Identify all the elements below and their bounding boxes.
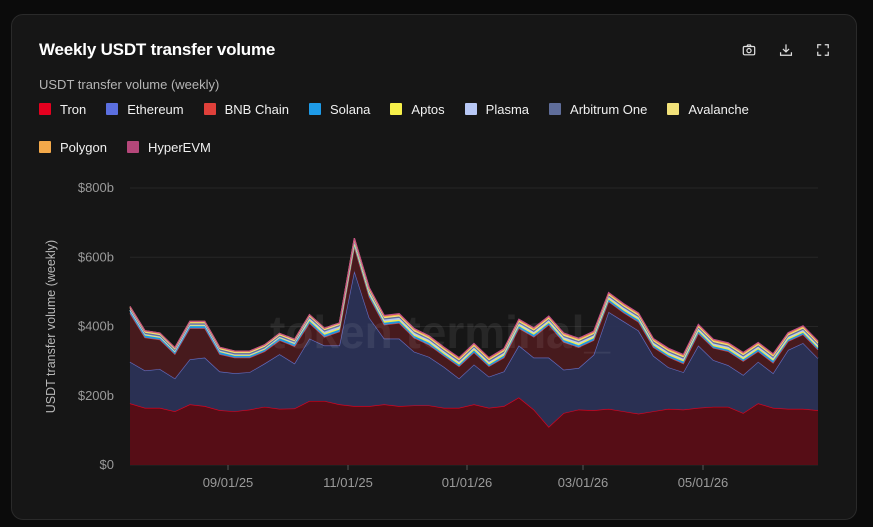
legend-label: Tron [60,101,87,117]
y-axis-label: USDT transfer volume (weekly) [44,240,58,413]
watermark: token terminal_ [270,306,610,358]
legend-swatch [126,141,139,153]
legend-swatch [39,141,51,153]
legend-label: Plasma [485,101,530,117]
legend-item-aptos[interactable]: Aptos [390,101,445,117]
legend-label: Polygon [60,139,107,155]
legend-label: Avalanche [688,101,749,117]
x-tick-label: 05/01/26 [678,475,729,490]
legend-swatch [667,103,680,115]
legend-label: Aptos [411,101,445,117]
legend-item-arbitrum-one[interactable]: Arbitrum One [549,101,647,117]
y-tick-label: $200b [78,388,114,403]
x-tick-label: 01/01/26 [442,475,493,490]
legend-swatch [106,103,119,115]
legend: Tron Ethereum BNB Chain Solana Aptos Plasma Ar… [39,101,799,155]
legend-swatch [203,103,216,115]
legend-swatch [390,103,403,115]
legend-item-avalanche[interactable]: Avalanche [667,101,749,117]
chart-title: Weekly USDT transfer volume [39,40,276,59]
chart-toolbar [741,42,830,57]
legend-item-bnb-chain[interactable]: BNB Chain [203,101,289,117]
x-tick-label: 09/01/25 [203,475,254,490]
y-tick-label: $600b [78,249,114,264]
camera-icon[interactable] [741,42,756,57]
legend-swatch [39,103,51,115]
legend-label: Arbitrum One [570,101,648,117]
legend-item-solana[interactable]: Solana [308,101,371,117]
legend-item-ethereum[interactable]: Ethereum [106,101,184,117]
legend-label: HyperEVM [147,139,211,155]
area-ethereum[interactable] [130,271,818,427]
legend-swatch [308,103,321,115]
x-tick-label: 11/01/25 [323,475,373,490]
legend-item-plasma[interactable]: Plasma [464,101,530,117]
legend-label: Ethereum [127,101,184,117]
legend-swatch [549,103,562,115]
expand-icon[interactable] [815,42,830,57]
legend-label: Solana [329,101,371,117]
y-tick-label: $800b [78,180,114,195]
area-tron[interactable] [130,397,818,465]
legend-title: USDT transfer volume (weekly) [39,77,220,92]
legend-label: BNB Chain [224,101,289,117]
series-areas [129,238,819,465]
download-icon[interactable] [778,42,793,57]
x-tick-label: 03/01/26 [558,475,609,490]
y-tick-label: $0 [100,457,114,472]
legend-item-hyperevm[interactable]: HyperEVM [126,139,211,155]
axes: $0 $200b $400b $600b $800b 09/01/25 11/01/25 01… [44,180,728,490]
area-bnb-chain[interactable] [130,246,818,379]
legend-item-polygon[interactable]: Polygon [39,139,107,155]
line-hyperevm [129,238,819,359]
y-tick-label: $400b [78,319,114,334]
legend-swatch [464,103,477,115]
stacked-area-chart: token terminal_ $0 $200b $400b $600b $800b 09… [44,180,819,490]
legend-item-tron[interactable]: Tron [39,101,86,117]
